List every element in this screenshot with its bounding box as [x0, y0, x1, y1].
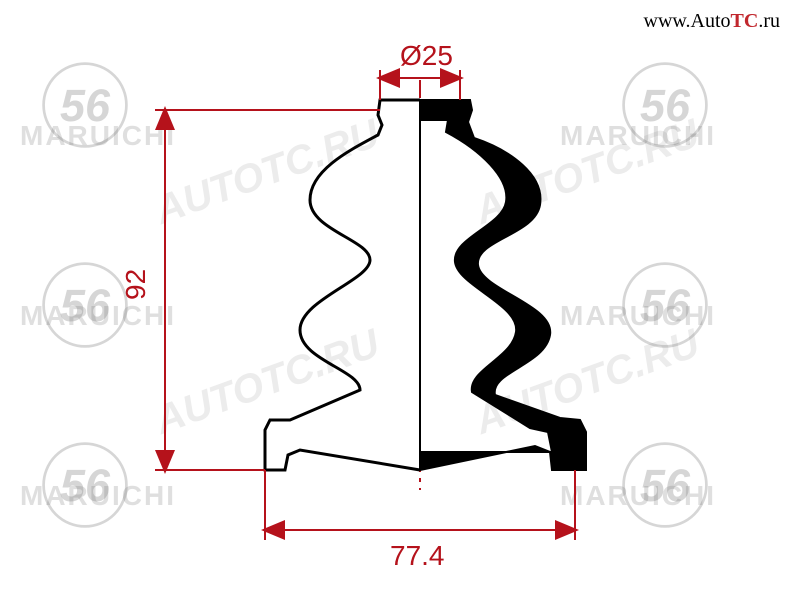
site-url: www.AutoTC.ru: [644, 10, 781, 33]
cv-boot-drawing: [0, 0, 800, 600]
drawing-canvas: MARUICHI MARUICHI MARUICHI MARUICHI MARU…: [0, 0, 800, 600]
dim-height: 92: [120, 269, 152, 300]
dim-top-diameter: Ø25: [400, 40, 453, 72]
url-mid: Auto: [691, 10, 731, 32]
boot-section-right: [420, 100, 586, 470]
boot-outline-left: [265, 100, 420, 470]
url-prefix: www.: [644, 10, 691, 32]
url-red: TC: [731, 10, 759, 32]
dim-bottom-width: 77.4: [390, 540, 445, 572]
url-suffix: .ru: [758, 10, 780, 32]
